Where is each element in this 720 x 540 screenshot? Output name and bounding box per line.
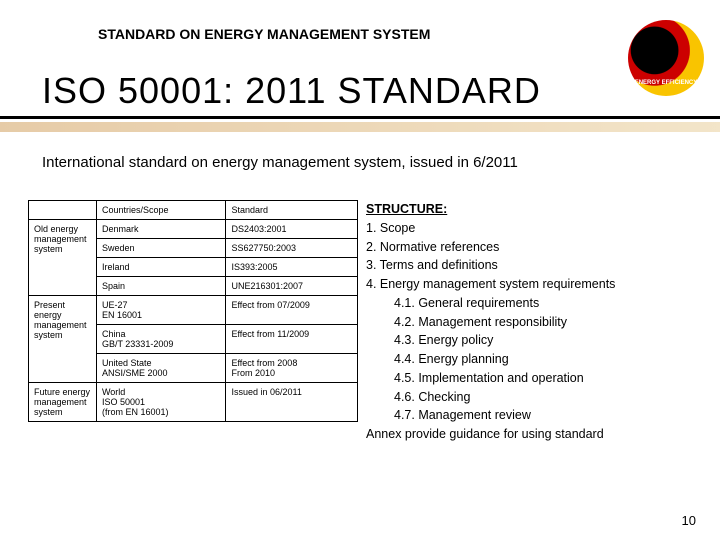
- table-cell: Spain: [96, 277, 226, 296]
- table-row: Old energy management systemDenmarkDS240…: [29, 220, 358, 239]
- standards-table: Countries/ScopeStandardOld energy manage…: [28, 200, 358, 422]
- table-header-cell: [29, 201, 97, 220]
- content-area: Countries/ScopeStandardOld energy manage…: [28, 200, 692, 444]
- table-cell: WorldISO 50001(from EN 16001): [96, 383, 226, 422]
- table-cell: DS2403:2001: [226, 220, 358, 239]
- table-cell: UNE216301:2007: [226, 277, 358, 296]
- logo-text: ENERGY EFFICIENCY: [628, 80, 704, 86]
- structure-item: 1. Scope: [366, 219, 692, 238]
- table-cell: Sweden: [96, 239, 226, 258]
- structure-heading: STRUCTURE:: [366, 202, 447, 216]
- table-cell: Effect from 11/2009: [226, 325, 358, 354]
- title-underline: [0, 116, 720, 119]
- energy-efficiency-logo: ENERGY EFFICIENCY: [628, 20, 704, 96]
- subtitle: International standard on energy managem…: [42, 154, 518, 171]
- table-cell: Effect from 07/2009: [226, 296, 358, 325]
- structure-subitem: 4.3. Energy policy: [366, 331, 692, 350]
- table-cell: SS627750:2003: [226, 239, 358, 258]
- structure-annex: Annex provide guidance for using standar…: [366, 425, 692, 444]
- table-cell: IS393:2005: [226, 258, 358, 277]
- structure-subitem: 4.7. Management review: [366, 406, 692, 425]
- structure-subitem: 4.5. Implementation and operation: [366, 369, 692, 388]
- structure-subitem: 4.1. General requirements: [366, 294, 692, 313]
- table-header-cell: Countries/Scope: [96, 201, 226, 220]
- table-cell: Ireland: [96, 258, 226, 277]
- structure-item: 2. Normative references: [366, 238, 692, 257]
- structure-subitem: 4.6. Checking: [366, 388, 692, 407]
- title-band: [0, 122, 720, 132]
- structure-list: STRUCTURE: 1. Scope2. Normative referenc…: [366, 200, 692, 444]
- table-row: Future energy management systemWorldISO …: [29, 383, 358, 422]
- table-cell: UE-27EN 16001: [96, 296, 226, 325]
- standards-table-wrap: Countries/ScopeStandardOld energy manage…: [28, 200, 358, 444]
- page-number: 10: [682, 513, 696, 528]
- table-cell: Denmark: [96, 220, 226, 239]
- table-cell: Effect from 2008From 2010: [226, 354, 358, 383]
- header-label: STANDARD ON ENERGY MANAGEMENT SYSTEM: [98, 26, 430, 42]
- structure-item: 3. Terms and definitions: [366, 256, 692, 275]
- table-cell: Future energy management system: [29, 383, 97, 422]
- structure-subitem: 4.4. Energy planning: [366, 350, 692, 369]
- table-cell: Issued in 06/2011: [226, 383, 358, 422]
- table-cell: Present energy management system: [29, 296, 97, 383]
- structure-item: 4. Energy management system requirements: [366, 275, 692, 294]
- table-row: Present energy management systemUE-27EN …: [29, 296, 358, 325]
- table-header-cell: Standard: [226, 201, 358, 220]
- page-title: ISO 50001: 2011 STANDARD: [42, 70, 541, 112]
- structure-subitem: 4.2. Management responsibility: [366, 313, 692, 332]
- table-cell: ChinaGB/T 23331-2009: [96, 325, 226, 354]
- table-cell: United StateANSI/SME 2000: [96, 354, 226, 383]
- table-cell: Old energy management system: [29, 220, 97, 296]
